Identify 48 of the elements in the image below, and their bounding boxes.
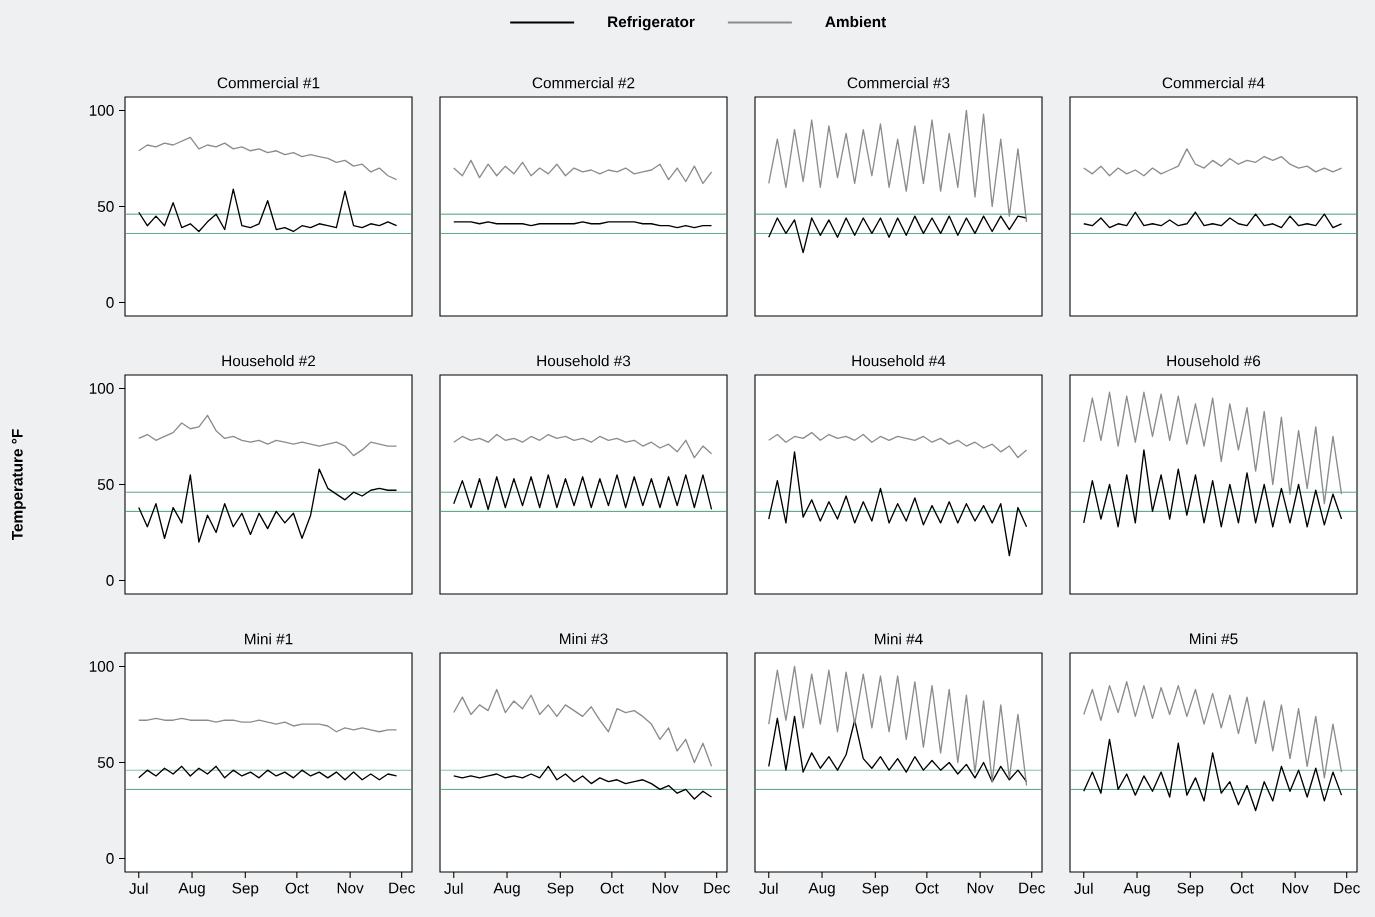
x-tick-label: Dec <box>389 882 415 894</box>
chart-title: Household #3 <box>537 355 631 367</box>
chart-title: Household #4 <box>852 355 946 367</box>
x-tick-label: Sep <box>862 882 889 897</box>
legend-label: Refrigerator <box>608 15 695 31</box>
x-tick-label: Oct <box>285 882 309 894</box>
x-tick-label: Jul <box>444 882 463 894</box>
y-tick-label: 100 <box>89 383 114 394</box>
y-tick-label: 0 <box>106 853 114 864</box>
x-tick-label: Aug <box>1123 882 1150 897</box>
x-tick-label: Sep <box>547 882 574 897</box>
x-tick-label: Aug <box>808 882 835 897</box>
x-tick-label: Jul <box>129 882 148 894</box>
chart-title: Mini #3 <box>560 633 608 645</box>
x-tick-label: Aug <box>178 882 205 897</box>
x-tick-label: Nov <box>1282 882 1309 894</box>
x-tick-label: Jul <box>759 882 778 894</box>
y-tick-label: 100 <box>89 105 114 116</box>
y-tick-label: 0 <box>106 297 114 308</box>
chart-title: Commercial #3 <box>847 77 950 89</box>
x-tick-label: Oct <box>915 882 939 894</box>
x-tick-label: Oct <box>600 882 624 894</box>
chart-title: Household #6 <box>1167 355 1261 367</box>
y-tick-label: 50 <box>97 757 114 768</box>
x-tick-label: Nov <box>967 882 994 894</box>
chart-title: Mini #1 <box>245 633 293 645</box>
chart-title: Commercial #2 <box>532 77 635 89</box>
x-tick-label: Dec <box>1334 882 1360 894</box>
x-tick-label: Nov <box>652 882 679 894</box>
x-tick-label: Dec <box>704 882 730 894</box>
legend-label: Ambient <box>825 15 887 28</box>
x-tick-label: Oct <box>1230 882 1254 894</box>
chart-title: Mini #5 <box>1190 633 1238 645</box>
x-tick-label: Sep <box>1177 882 1204 897</box>
chart-title: Commercial #4 <box>1162 77 1265 89</box>
chart-title: Commercial #1 <box>217 77 320 89</box>
y-tick-label: 100 <box>89 661 114 672</box>
x-tick-label: Aug <box>493 882 520 897</box>
y-tick-label: 50 <box>97 201 114 212</box>
x-tick-label: Nov <box>337 882 364 894</box>
x-tick-label: Sep <box>232 882 259 897</box>
y-tick-label: 0 <box>106 575 114 586</box>
chart-title: Household #2 <box>222 355 316 367</box>
x-tick-label: Jul <box>1074 882 1093 894</box>
y-axis-title: Temperature °F <box>11 429 26 541</box>
y-tick-label: 50 <box>97 479 114 490</box>
x-tick-label: Dec <box>1019 882 1045 894</box>
chart-title: Mini #4 <box>875 633 923 645</box>
